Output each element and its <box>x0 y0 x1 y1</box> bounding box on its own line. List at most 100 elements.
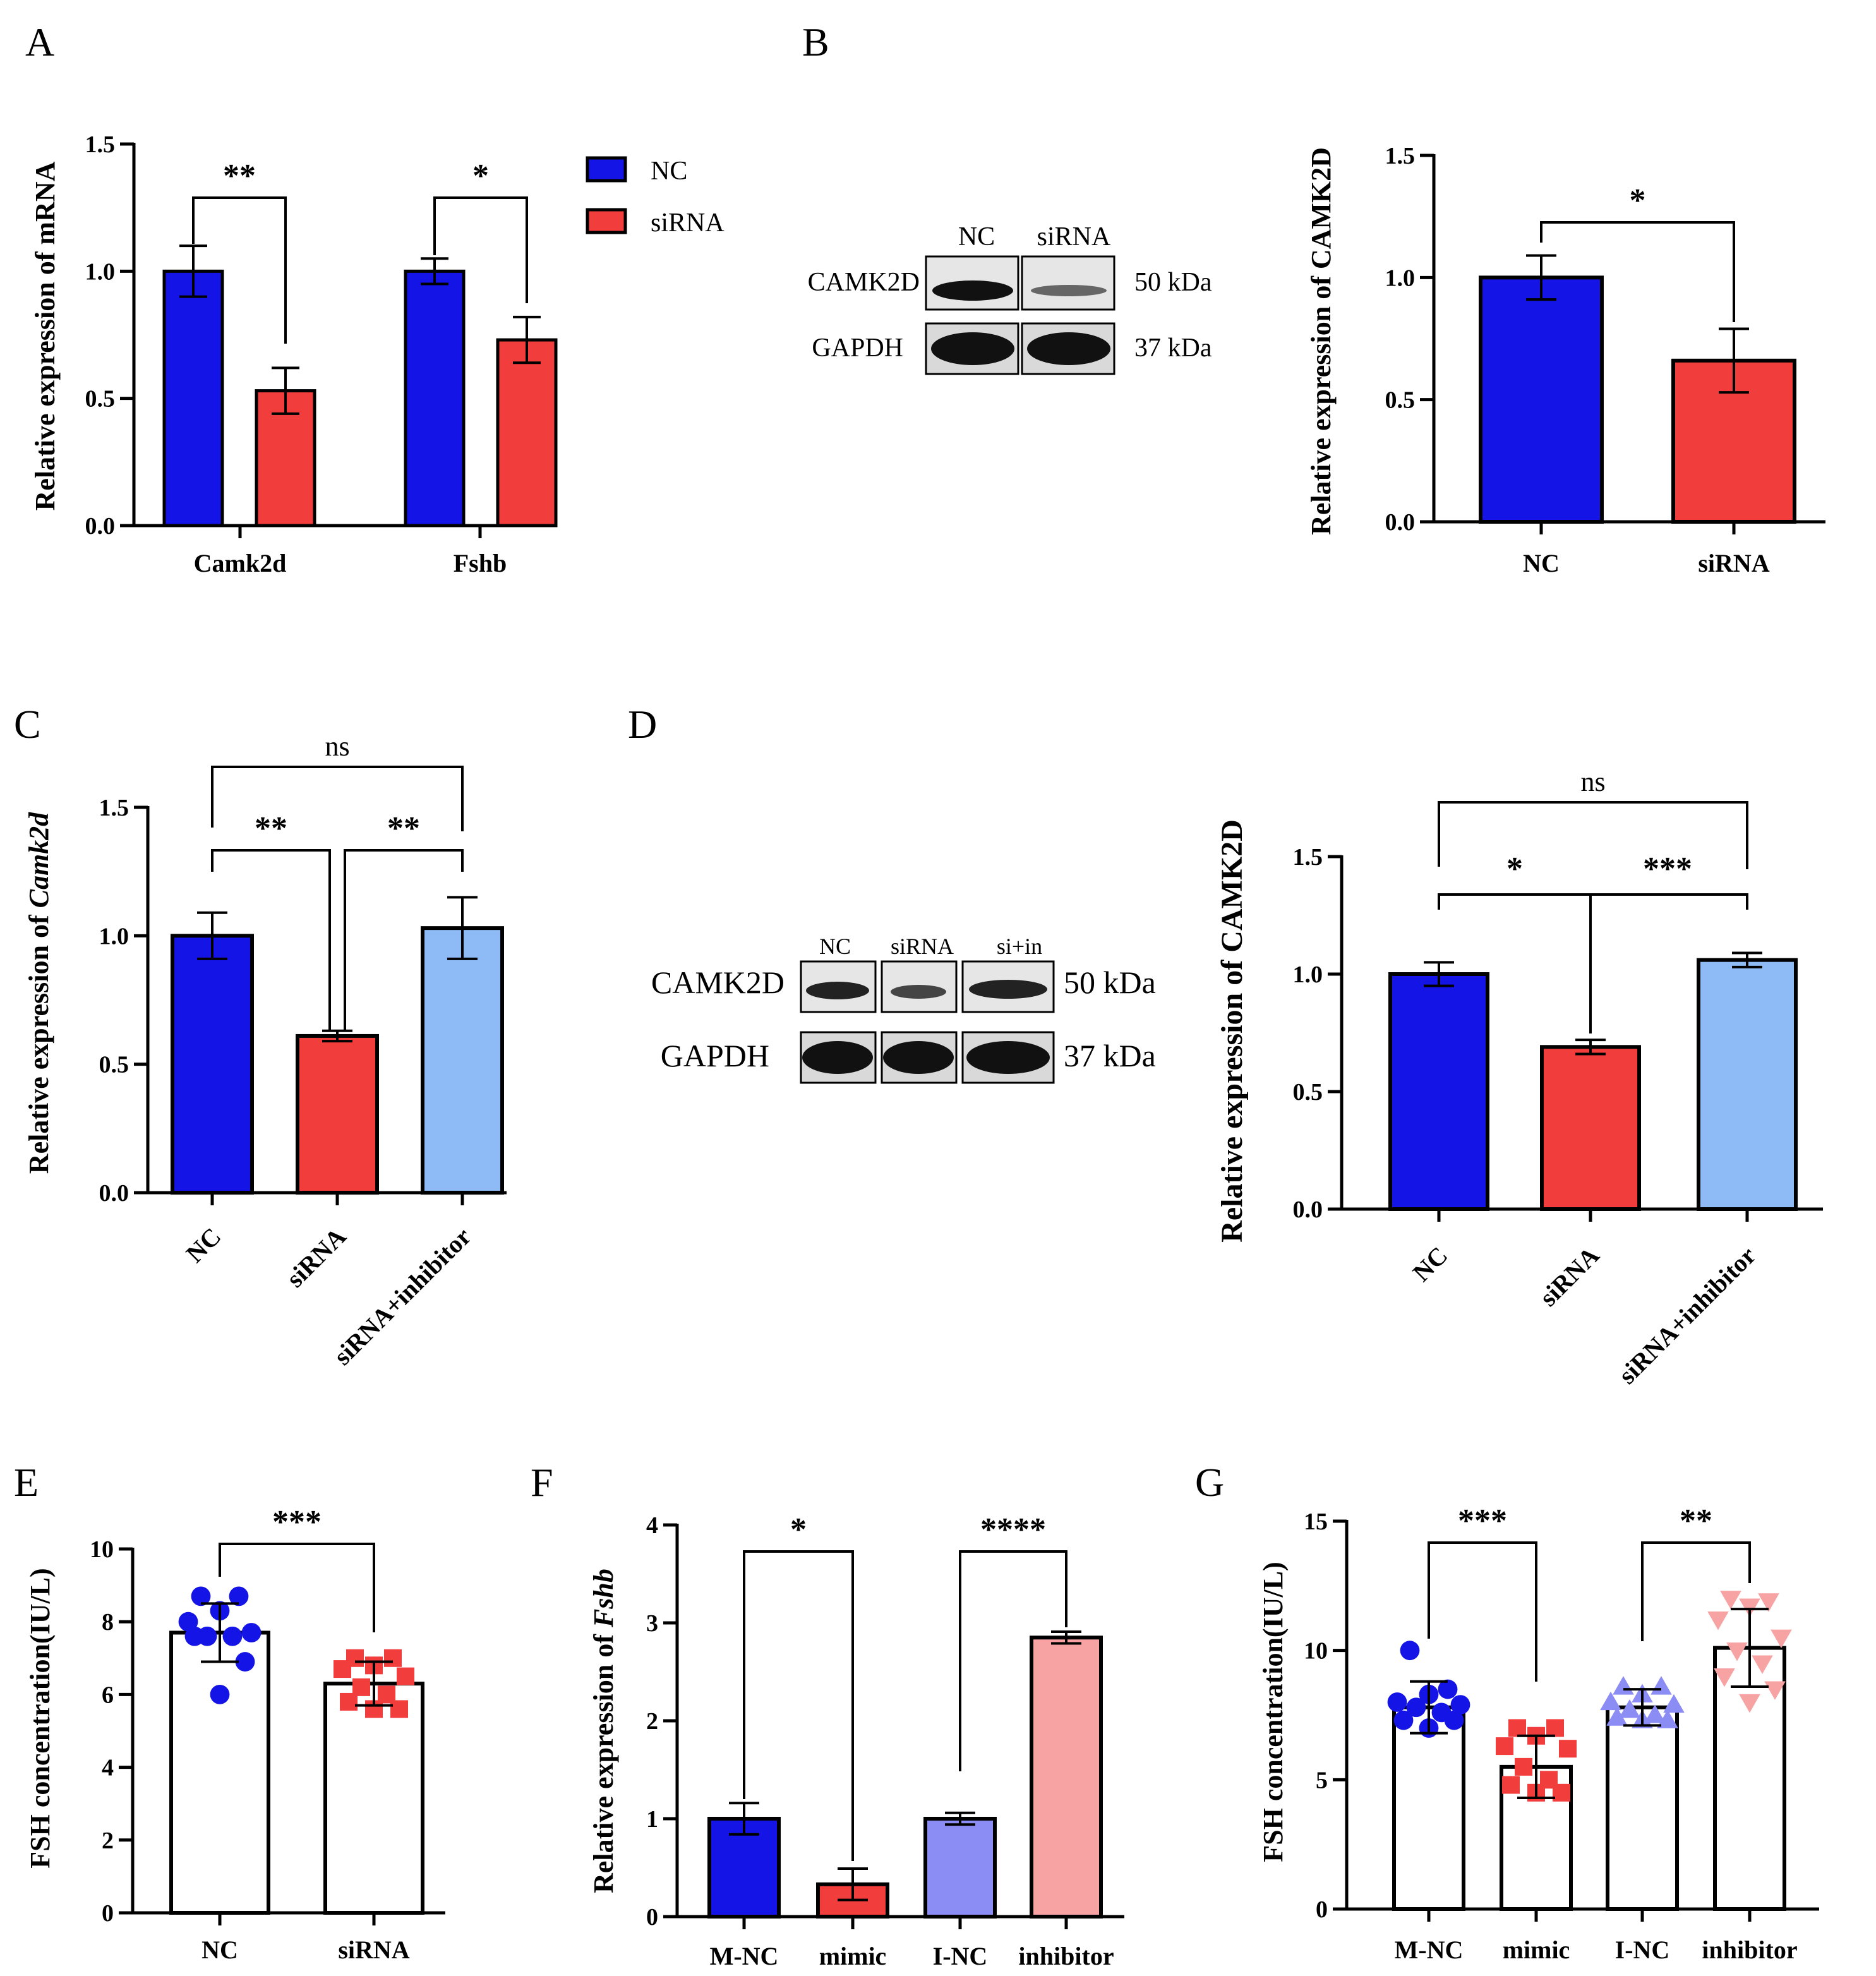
significance-label: **** <box>980 1512 1046 1548</box>
data-point-circle <box>191 1586 211 1606</box>
x-category-label: NC <box>1523 549 1560 577</box>
significance-bracket <box>1428 1541 1537 1682</box>
y-axis-title-f-gene: Fshb <box>588 1569 619 1628</box>
significance-label: *** <box>1458 1503 1507 1539</box>
x-category-label: siRNA <box>338 1936 409 1964</box>
data-point-circle <box>1400 1641 1420 1661</box>
data-point-circle <box>1438 1679 1458 1699</box>
y-tick-label: 0 <box>1316 1896 1328 1923</box>
y-tick-label: 4 <box>102 1755 114 1781</box>
data-point-triangle-down <box>1752 1655 1773 1674</box>
data-point-square <box>1515 1757 1532 1776</box>
y-tick-label: 1.0 <box>1293 961 1323 988</box>
significance-bracket <box>1438 801 1748 869</box>
y-tick-label: 5 <box>1316 1767 1328 1793</box>
x-category-label: siRNA <box>280 1222 351 1292</box>
blot-b-band-camk2d-nc <box>932 280 1013 301</box>
significance-label: ns <box>1580 766 1605 797</box>
blot-b-weight-37: 37 kDa <box>1134 334 1212 363</box>
legend-swatch-sirna <box>586 208 627 234</box>
panel-label-d: D <box>628 702 657 747</box>
bar-sirna <box>296 1033 379 1195</box>
data-point-square <box>1508 1719 1526 1737</box>
blot-d-band-gapdh-nc <box>802 1041 873 1074</box>
significance-label: * <box>1630 183 1646 219</box>
x-category-label: inhibitor <box>1018 1942 1114 1970</box>
chart-panel-e: 0 2 4 6 8 10 NC siRNA *** <box>90 1504 445 1964</box>
blot-b-weight-50: 50 kDa <box>1134 268 1212 297</box>
blot-b-protein-camk2d: CAMK2D <box>808 268 920 297</box>
blot-d-band-camk2d-nc <box>806 982 869 999</box>
blot-b-lane-sirna: siRNA <box>1037 222 1111 251</box>
data-point-triangle-down <box>1771 1629 1792 1648</box>
bar-sirna-inhibitor <box>1697 958 1798 1212</box>
x-category-label: NC <box>201 1936 238 1964</box>
x-category-label: I-NC <box>1615 1936 1670 1964</box>
y-tick-label: 0.0 <box>99 1180 129 1207</box>
y-tick-label: 3 <box>646 1610 658 1637</box>
x-category-label: mimic <box>819 1942 887 1970</box>
panel-label-g: G <box>1195 1460 1224 1505</box>
y-tick-label: 1 <box>646 1806 658 1833</box>
x-category-label: siRNA <box>1698 549 1769 577</box>
data-point-circle <box>235 1652 255 1672</box>
significance-bracket <box>959 1550 1067 1771</box>
significance-label: * <box>790 1512 807 1548</box>
bar-nc-camk2d <box>162 269 224 527</box>
western-blot-b: NC siRNA CAMK2D GAPDH 50 kDa 37 kDa <box>808 222 1212 375</box>
y-tick-label: 6 <box>102 1682 114 1708</box>
blot-d-weight-37: 37 kDa <box>1064 1038 1156 1073</box>
y-tick-label: 0.5 <box>1385 387 1416 414</box>
y-tick-label: 1.5 <box>1293 844 1323 871</box>
blot-b-protein-gapdh: GAPDH <box>812 334 903 363</box>
y-tick-label: 1.0 <box>85 258 116 285</box>
blot-d-protein-gapdh: GAPDH <box>661 1038 769 1073</box>
legend-swatch-nc <box>586 156 627 183</box>
y-tick-label: 0.5 <box>99 1052 129 1078</box>
blot-d-band-gapdh-sirna <box>883 1041 954 1074</box>
data-point-square <box>1553 1783 1570 1802</box>
chart-panel-b: 0.0 0.5 1.0 1.5 NC siRNA * <box>1385 143 1825 577</box>
significance-bracket <box>219 1543 375 1632</box>
significance-bracket <box>211 849 331 1031</box>
panel-label-b: B <box>802 20 829 64</box>
y-tick-label: 2 <box>646 1708 658 1735</box>
x-category-label: Fshb <box>454 549 507 577</box>
significance-label: ns <box>325 731 349 762</box>
legend-a: NC siRNA <box>586 156 725 238</box>
significance-bracket <box>433 196 528 303</box>
y-axis-title-f-prefix: Relative expression of <box>588 1627 619 1893</box>
significance-bracket <box>211 766 464 831</box>
x-category-label: siRNA+inhibitor <box>1613 1241 1761 1390</box>
y-tick-label: 1.0 <box>1385 265 1416 291</box>
y-axis-title-c-prefix: Relative expression of <box>23 908 54 1174</box>
blot-b-band-gapdh-sirna <box>1027 332 1110 365</box>
y-axis-title-d: Relative expression of CAMK2D <box>1215 819 1249 1243</box>
data-point-square <box>1496 1737 1513 1756</box>
y-tick-label: 0.0 <box>1293 1196 1323 1223</box>
significance-bracket <box>192 196 287 344</box>
data-point-triangle-up <box>1619 1699 1640 1718</box>
y-tick-label: 2 <box>102 1828 114 1854</box>
data-point-circle <box>178 1612 198 1632</box>
data-point-triangle-up <box>1657 1709 1678 1728</box>
panel-label-f: F <box>531 1460 553 1505</box>
significance-label: ** <box>1680 1503 1712 1539</box>
y-tick-label: 8 <box>102 1609 114 1636</box>
panel-label-a: A <box>25 20 54 64</box>
x-category-label: inhibitor <box>1702 1936 1797 1964</box>
significance-bracket <box>344 849 464 1031</box>
bar-sirna-inhibitor <box>421 926 504 1195</box>
bar-nc <box>1388 972 1489 1211</box>
significance-bracket <box>743 1550 854 1861</box>
y-axis-title-e: FSH concentration(IU/L) <box>25 1568 56 1868</box>
x-category-label: M-NC <box>710 1942 779 1970</box>
significance-label: *** <box>272 1504 322 1540</box>
data-point-triangle-up <box>1606 1707 1628 1726</box>
x-category-label: Camk2d <box>194 549 287 577</box>
blot-b-band-camk2d-sirna <box>1031 285 1107 296</box>
blot-b-lane-nc: NC <box>958 222 995 251</box>
